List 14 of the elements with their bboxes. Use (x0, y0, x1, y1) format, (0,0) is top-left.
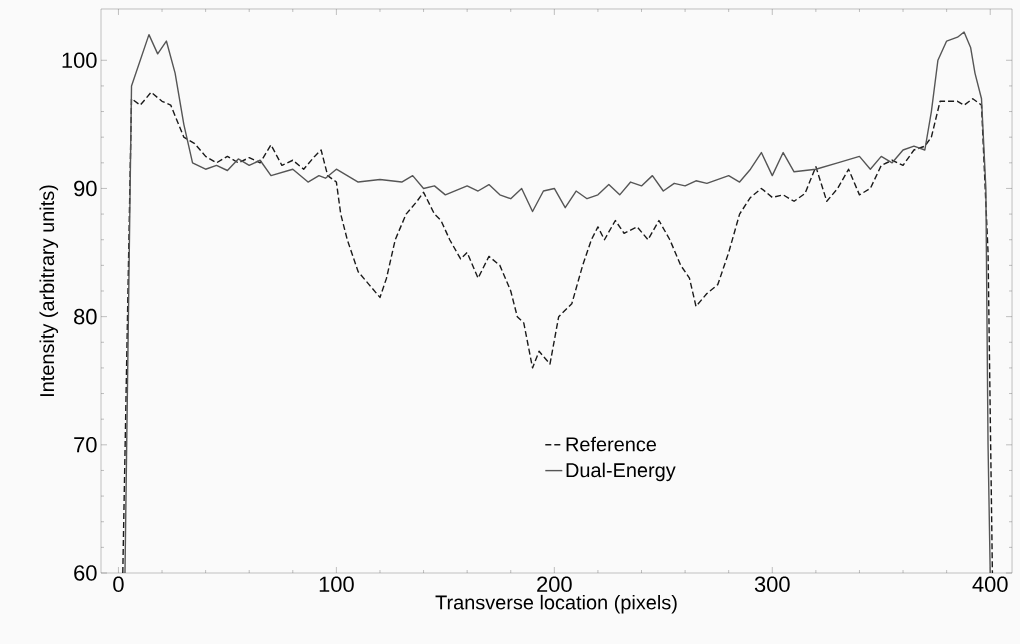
y-tick-label: 80 (74, 308, 97, 325)
x-axis-title: Transverse location (pixels) (435, 594, 677, 614)
x-tick-label: 0 (113, 576, 124, 593)
y-tick-label: 90 (74, 180, 97, 197)
y-axis-title: Intensity (arbitrary units) (39, 185, 59, 397)
legend-label: Reference (566, 436, 657, 452)
y-tick-label: 60 (74, 565, 97, 581)
x-tick-label: 300 (754, 576, 790, 593)
legend-label: Dual-Energy (566, 462, 676, 482)
y-tick-label: 70 (74, 437, 97, 453)
x-tick-label: 400 (972, 576, 1008, 593)
x-tick-label: 100 (319, 576, 354, 593)
y-tick-label: 100 (62, 52, 97, 69)
x-tick-label: 200 (537, 576, 572, 593)
